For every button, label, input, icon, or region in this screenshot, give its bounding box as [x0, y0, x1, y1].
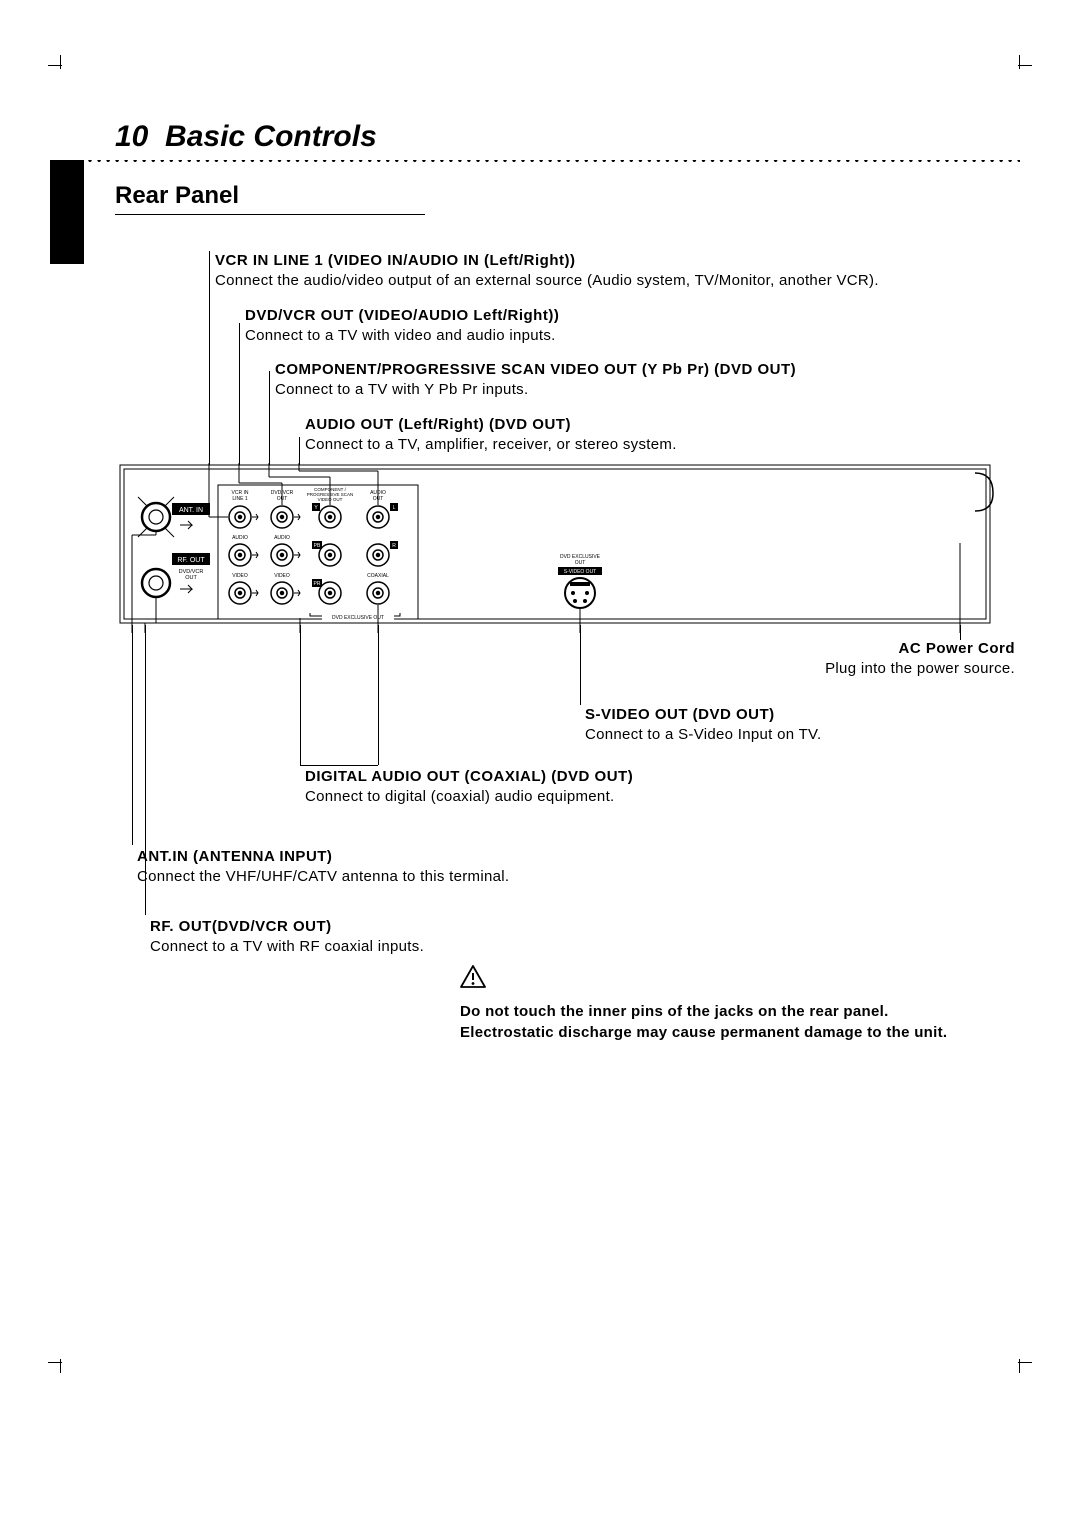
- svg-text:COAXIAL: COAXIAL: [367, 573, 389, 579]
- callout-digital: DIGITAL AUDIO OUT (COAXIAL) (DVD OUT) Co…: [305, 767, 725, 808]
- callout-head: VCR IN LINE 1 (VIDEO IN/AUDIO IN (Left/R…: [215, 251, 915, 271]
- callout-body: Connect to a TV with RF coaxial inputs.: [150, 937, 670, 957]
- leader-line: [960, 625, 961, 640]
- callout-body: Connect the VHF/UHF/CATV antenna to this…: [137, 867, 657, 887]
- callout-body: Connect to a S-Video Input on TV.: [585, 725, 945, 745]
- callout-body: Plug into the power source.: [715, 659, 1015, 679]
- section-rule: [115, 214, 425, 215]
- language-tab-label: English: [0, 196, 20, 230]
- callout-body: Connect the audio/video output of an ext…: [215, 271, 915, 291]
- chapter-title: 10 Basic Controls: [115, 120, 1020, 154]
- warning-block: Do not touch the inner pins of the jacks…: [460, 965, 980, 1043]
- svg-text:OUT: OUT: [575, 560, 586, 566]
- svg-text:R: R: [392, 543, 396, 549]
- svg-text:PR: PR: [314, 581, 321, 587]
- rear-panel-svg: ANT. IN RF. OUT DVD/VCR OUT VCR IN LINE …: [60, 463, 1020, 633]
- svg-text:LINE 1: LINE 1: [232, 496, 248, 502]
- callout-head: DIGITAL AUDIO OUT (COAXIAL) (DVD OUT): [305, 767, 725, 787]
- leader-line: [580, 625, 581, 705]
- callout-head: ANT.IN (ANTENNA INPUT): [137, 847, 657, 867]
- svg-text:VIDEO: VIDEO: [274, 573, 290, 579]
- callout-body: Connect to a TV with video and audio inp…: [245, 326, 915, 346]
- top-callouts: VCR IN LINE 1 (VIDEO IN/AUDIO IN (Left/R…: [115, 251, 1020, 455]
- leader-line: [132, 625, 133, 845]
- rear-panel-diagram: ANT. IN RF. OUT DVD/VCR OUT VCR IN LINE …: [60, 463, 1020, 638]
- callout-ac-power: AC Power Cord Plug into the power source…: [715, 639, 1015, 680]
- callout-rf-out: RF. OUT(DVD/VCR OUT) Connect to a TV wit…: [150, 917, 670, 958]
- svg-text:DVD EXCLUSIVE OUT: DVD EXCLUSIVE OUT: [332, 615, 384, 621]
- crop-mark: [1019, 1359, 1020, 1373]
- callout-ant-in: ANT.IN (ANTENNA INPUT) Connect the VHF/U…: [137, 847, 657, 888]
- leader-line: [378, 625, 379, 765]
- crop-mark: [1018, 1362, 1032, 1363]
- svg-text:AUDIO: AUDIO: [232, 535, 248, 541]
- callout-head: RF. OUT(DVD/VCR OUT): [150, 917, 670, 937]
- label-ant-in: ANT. IN: [179, 507, 203, 514]
- page-content: English 10 Basic Controls ••••••••••••••…: [60, 55, 1020, 469]
- callout-component: COMPONENT/PROGRESSIVE SCAN VIDEO OUT (Y …: [275, 360, 855, 401]
- leader-line: [300, 765, 378, 766]
- language-tab: English: [50, 160, 84, 264]
- crop-mark: [1018, 65, 1032, 66]
- svg-text:OUT: OUT: [185, 575, 197, 581]
- warning-icon: [460, 965, 486, 989]
- callout-dvd-vcr-out: DVD/VCR OUT (VIDEO/AUDIO Left/Right)) Co…: [245, 306, 915, 347]
- callout-head: DVD/VCR OUT (VIDEO/AUDIO Left/Right)): [245, 306, 915, 326]
- crop-mark: [60, 1359, 61, 1373]
- chapter-name: Basic Controls: [165, 120, 377, 153]
- callout-head: AUDIO OUT (Left/Right) (DVD OUT): [305, 415, 875, 435]
- svg-text:S-VIDEO OUT: S-VIDEO OUT: [564, 569, 597, 575]
- callout-vcr-in: VCR IN LINE 1 (VIDEO IN/AUDIO IN (Left/R…: [215, 251, 915, 292]
- callout-body: Connect to a TV with Y Pb Pr inputs.: [275, 380, 855, 400]
- leader-line: [300, 625, 301, 765]
- svg-text:VIDEO: VIDEO: [232, 573, 248, 579]
- dotted-rule: ••••••••••••••••••••••••••••••••••••••••…: [60, 160, 1020, 164]
- callout-body: Connect to digital (coaxial) audio equip…: [305, 787, 725, 807]
- section-title: Rear Panel: [115, 182, 1020, 210]
- svg-text:PB: PB: [314, 543, 321, 549]
- warning-text: Do not touch the inner pins of the jacks…: [460, 1001, 980, 1043]
- svg-text:AUDIO: AUDIO: [274, 535, 290, 541]
- callout-body: Connect to a TV, amplifier, receiver, or…: [305, 435, 875, 455]
- callout-audio-out: AUDIO OUT (Left/Right) (DVD OUT) Connect…: [305, 415, 875, 456]
- callout-head: S-VIDEO OUT (DVD OUT): [585, 705, 945, 725]
- label-rf-out: RF. OUT: [177, 557, 205, 564]
- callout-head: COMPONENT/PROGRESSIVE SCAN VIDEO OUT (Y …: [275, 360, 855, 380]
- callout-svideo: S-VIDEO OUT (DVD OUT) Connect to a S-Vid…: [585, 705, 945, 746]
- chapter-number: 10: [115, 120, 148, 153]
- callout-head: AC Power Cord: [715, 639, 1015, 659]
- svg-text:L: L: [393, 505, 396, 511]
